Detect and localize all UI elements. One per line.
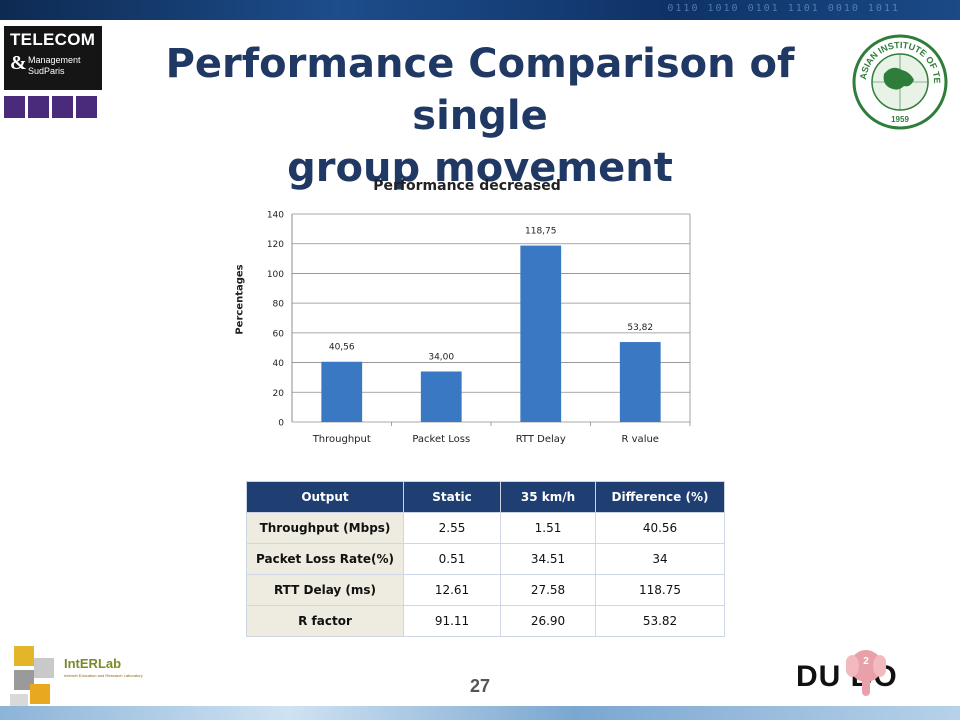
x-tick-label: Packet Loss bbox=[412, 434, 470, 445]
table-row: Throughput (Mbps) 2.55 1.51 40.56 bbox=[246, 512, 725, 544]
table-cell: R factor bbox=[246, 605, 404, 637]
table-cell: Throughput (Mbps) bbox=[246, 512, 404, 544]
dumbo-logo: DU BO 2 bbox=[796, 640, 948, 708]
interlab-logo-name: IntERLab bbox=[64, 656, 122, 671]
telecom-logo: TELECOM & Management SudParis bbox=[4, 26, 102, 122]
bottom-banner bbox=[0, 706, 960, 720]
chart-title: Performance decreased bbox=[373, 178, 561, 194]
data-label: 53,82 bbox=[627, 323, 653, 333]
elephant-icon: 2 bbox=[846, 650, 886, 696]
telecom-logo-sub: Management SudParis bbox=[28, 55, 81, 77]
table-cell: 34 bbox=[595, 543, 725, 575]
table-header-row: Output Static 35 km/h Difference (%) bbox=[246, 481, 725, 513]
y-tick-label: 0 bbox=[278, 419, 284, 429]
table-cell: 12.61 bbox=[403, 574, 501, 606]
telecom-logo-sub1: Management bbox=[28, 55, 81, 65]
table-cell: 118.75 bbox=[595, 574, 725, 606]
data-label: 118,75 bbox=[525, 227, 557, 237]
telecom-logo-sub2: SudParis bbox=[28, 66, 65, 76]
ait-logo-year: 1959 bbox=[891, 115, 909, 124]
y-tick-label: 80 bbox=[273, 300, 285, 310]
table-cell: 34.51 bbox=[500, 543, 596, 575]
table-row: RTT Delay (ms) 12.61 27.58 118.75 bbox=[246, 574, 725, 606]
banner-decoration: 0110 1010 0101 1101 0010 1011 bbox=[667, 3, 900, 14]
telecom-logo-title: TELECOM bbox=[10, 30, 96, 49]
table-cell: 0.51 bbox=[403, 543, 501, 575]
table-cell: 40.56 bbox=[595, 512, 725, 544]
telecom-logo-glyphs bbox=[4, 96, 102, 118]
chart-plot-area: 0 20 40 60 80 100 120 140 40,56 Throughput 34,00 Pa… bbox=[267, 211, 691, 445]
y-tick-label: 120 bbox=[267, 240, 284, 250]
y-tick-label: 140 bbox=[267, 211, 284, 221]
table-row: R factor 91.11 26.90 53.82 bbox=[246, 605, 725, 637]
table-cell: 27.58 bbox=[500, 574, 596, 606]
table-header-35kmh: 35 km/h bbox=[500, 481, 596, 513]
x-tick-label: Throughput bbox=[312, 434, 371, 445]
table-header-output: Output bbox=[246, 481, 404, 513]
interlab-cubes-icon bbox=[10, 646, 54, 712]
y-tick-label: 60 bbox=[273, 329, 285, 339]
table-row: Packet Loss Rate(%) 0.51 34.51 34 bbox=[246, 543, 725, 575]
slide-title-line2: group movement bbox=[287, 145, 673, 191]
ait-logo: ASIAN INSTITUTE OF TECHNOLOGY 1959 bbox=[852, 34, 948, 130]
svg-text:2: 2 bbox=[863, 656, 869, 667]
bar bbox=[420, 371, 462, 422]
page-number: 27 bbox=[469, 676, 491, 696]
slide-title: Performance Comparison of single group m… bbox=[118, 38, 842, 194]
y-tick-label: 40 bbox=[273, 359, 285, 369]
y-tick-label: 20 bbox=[273, 389, 285, 399]
bar bbox=[619, 342, 661, 422]
interlab-logo: IntERLab Internet Education and Research… bbox=[8, 640, 178, 716]
table-cell: Packet Loss Rate(%) bbox=[246, 543, 404, 575]
y-tick-label: 100 bbox=[267, 270, 284, 280]
table-header-difference: Difference (%) bbox=[595, 481, 725, 513]
table-cell: 1.51 bbox=[500, 512, 596, 544]
top-banner: 0110 1010 0101 1101 0010 1011 bbox=[0, 0, 960, 20]
x-tick-label: RTT Delay bbox=[516, 434, 566, 445]
table-cell: 26.90 bbox=[500, 605, 596, 637]
bar bbox=[321, 361, 363, 422]
bar bbox=[520, 245, 562, 422]
data-label: 34,00 bbox=[428, 352, 454, 362]
x-tick-label: R value bbox=[622, 434, 659, 445]
data-label: 40,56 bbox=[329, 343, 355, 353]
slide-title-line1: Performance Comparison of single bbox=[165, 41, 795, 139]
table-cell: 2.55 bbox=[403, 512, 501, 544]
table-header-static: Static bbox=[403, 481, 501, 513]
table-cell: 53.82 bbox=[595, 605, 725, 637]
table-cell: RTT Delay (ms) bbox=[246, 574, 404, 606]
table-cell: 91.11 bbox=[403, 605, 501, 637]
interlab-logo-sub: Internet Education and Research Laborato… bbox=[64, 673, 143, 678]
results-table: Output Static 35 km/h Difference (%) Thr… bbox=[246, 481, 725, 637]
telecom-logo-amp: & bbox=[10, 52, 27, 74]
bar-chart: Performance decreased Percentages 0 20 40 6… bbox=[235, 170, 698, 452]
